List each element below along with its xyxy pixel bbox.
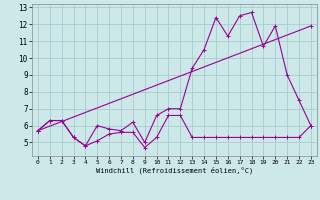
- X-axis label: Windchill (Refroidissement éolien,°C): Windchill (Refroidissement éolien,°C): [96, 167, 253, 174]
